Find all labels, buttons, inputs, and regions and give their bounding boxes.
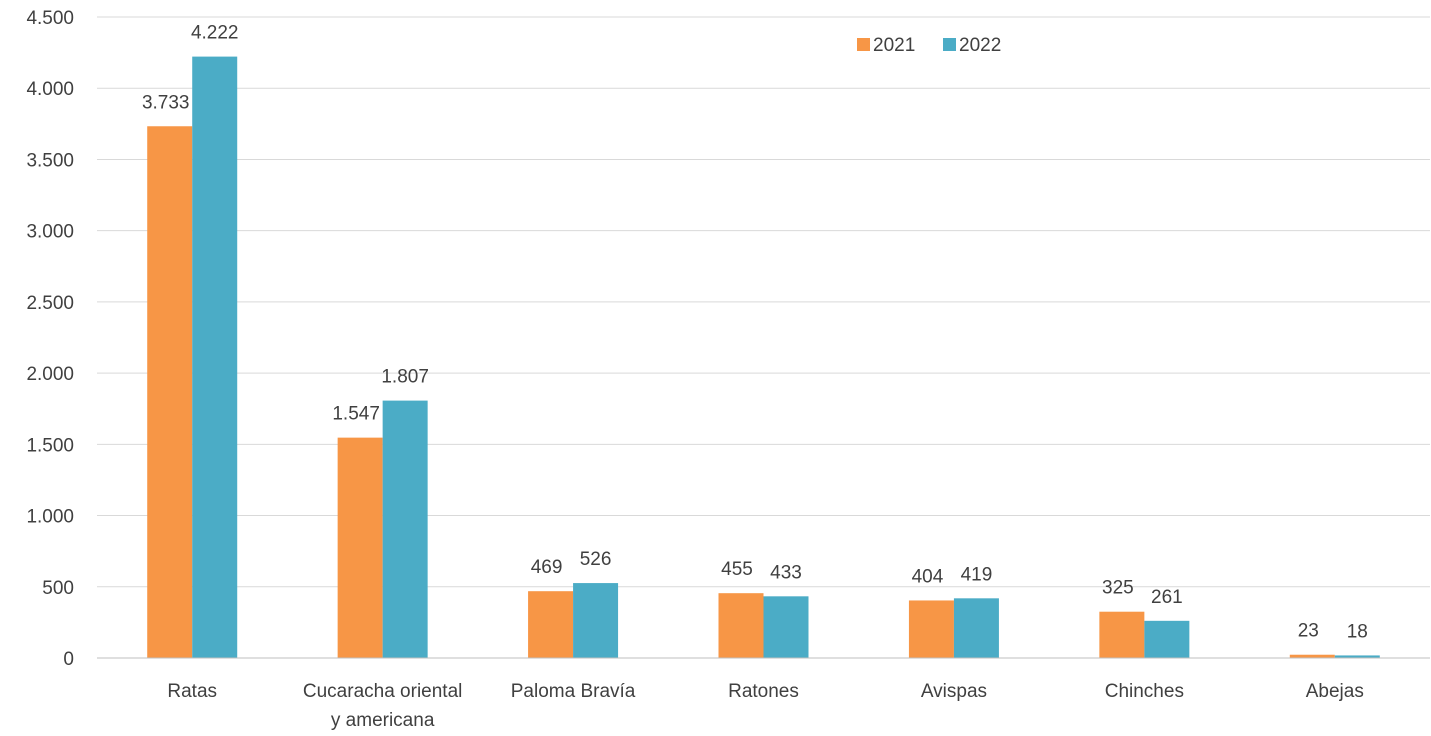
- bar-2022: [1334, 655, 1380, 658]
- data-label: 419: [961, 564, 993, 585]
- x-tick-label: Ratas: [167, 681, 217, 702]
- bar-2021: [908, 600, 954, 658]
- bar-2022: [382, 400, 428, 658]
- x-tick-label: Ratones: [728, 681, 799, 702]
- x-axis: Ratas Cucaracha oriental y americana Paloma…: [97, 657, 1430, 731]
- x-tick-label: Abejas: [1306, 681, 1364, 702]
- x-tick-label: Cucaracha oriental: [303, 681, 462, 702]
- y-tick-label: 1.500: [26, 435, 74, 456]
- data-label: 404: [912, 566, 944, 587]
- bar-2021: [1289, 654, 1335, 658]
- legend: 2021 2022: [857, 35, 1001, 56]
- y-tick-label: 3.500: [26, 150, 74, 171]
- bar-2022: [192, 56, 238, 659]
- data-label: 526: [580, 549, 612, 570]
- data-label: 1.547: [332, 404, 380, 425]
- data-label: 261: [1151, 587, 1183, 608]
- x-tick-label: Chinches: [1105, 681, 1184, 702]
- data-label: 23: [1298, 621, 1319, 642]
- y-axis-ticks: 0 500 1.000 1.500 2.000 2.500 3.000 3.500 4.000 4…: [26, 8, 74, 670]
- bar-2021: [528, 591, 574, 658]
- bar-2021: [337, 437, 383, 658]
- y-tick-label: 500: [42, 578, 74, 599]
- x-tick-label: y americana: [331, 710, 435, 731]
- y-tick-label: 4.000: [26, 79, 74, 100]
- bar-2022: [763, 596, 809, 658]
- y-tick-label: 0: [63, 649, 74, 670]
- y-tick-label: 2.000: [26, 364, 74, 385]
- y-tick-label: 4.500: [26, 8, 74, 29]
- data-label: 1.807: [381, 367, 429, 388]
- data-label: 455: [721, 559, 753, 580]
- bar-2022: [953, 598, 999, 658]
- bar-2022: [573, 583, 619, 658]
- x-tick-label: Avispas: [921, 681, 987, 702]
- legend-label: 2021: [873, 35, 915, 56]
- y-tick-label: 2.500: [26, 293, 74, 314]
- bar-2021: [1099, 611, 1145, 658]
- bar-2022: [1144, 620, 1190, 658]
- data-label: 4.222: [191, 23, 239, 44]
- bars: [147, 56, 1380, 659]
- bar-2021: [147, 126, 193, 659]
- legend-swatch: [943, 38, 956, 51]
- data-label: 18: [1347, 621, 1368, 642]
- data-label: 469: [531, 557, 563, 578]
- data-label: 433: [770, 562, 802, 583]
- legend-swatch: [857, 38, 870, 51]
- x-tick-label: Paloma Bravía: [511, 681, 636, 702]
- bar-2021: [718, 593, 764, 658]
- legend-label: 2022: [959, 35, 1001, 56]
- y-tick-label: 1.000: [26, 507, 74, 528]
- data-label: 325: [1102, 578, 1134, 599]
- gridlines: [97, 16, 1430, 588]
- y-tick-label: 3.000: [26, 222, 74, 243]
- data-label: 3.733: [142, 92, 190, 113]
